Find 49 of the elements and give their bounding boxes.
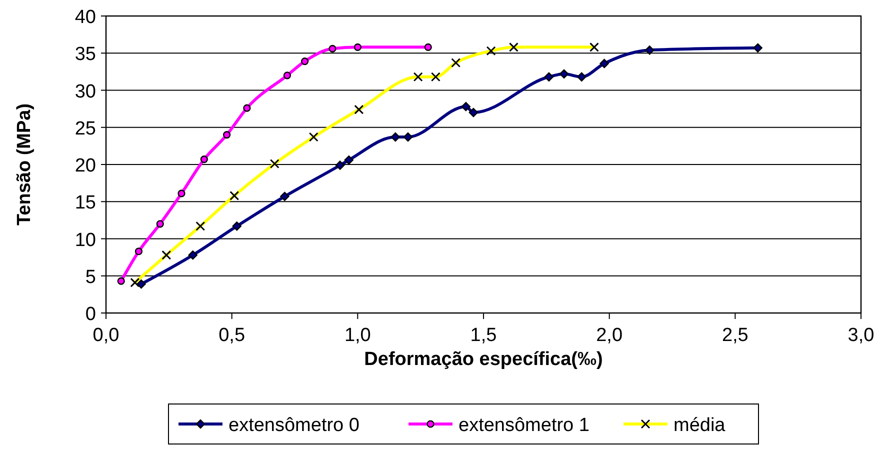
point [134, 248, 143, 256]
point [645, 46, 654, 55]
point [283, 72, 291, 80]
legend-label: extensômetro 1 [458, 415, 590, 436]
legend-label: extensômetro 0 [228, 415, 360, 436]
x-tick-label: 2,0 [596, 325, 623, 346]
point [328, 44, 336, 52]
point [468, 108, 478, 118]
point [200, 156, 208, 164]
point [577, 72, 586, 82]
y-axis-title: Tensão (MPa) [14, 103, 35, 226]
point [335, 160, 345, 170]
y-tick-label: 30 [74, 81, 96, 102]
y-tick-label: 35 [74, 44, 96, 66]
point [753, 43, 762, 53]
point [243, 104, 251, 112]
point [600, 58, 609, 68]
point [156, 220, 164, 228]
point [403, 132, 413, 142]
x-tick-label: 1,5 [470, 325, 497, 346]
point [232, 222, 242, 231]
legend-label: média [674, 415, 726, 436]
point [188, 250, 198, 260]
point [117, 277, 125, 285]
x-tick-label: 3,0 [848, 325, 874, 346]
x-tick-label: 1,0 [344, 325, 371, 346]
point [390, 132, 400, 142]
point [344, 155, 354, 165]
point [301, 57, 309, 66]
point [424, 43, 432, 51]
x-tick-label: 0,0 [92, 325, 120, 346]
x-tick-label: 2,5 [722, 325, 748, 346]
point [223, 131, 231, 139]
y-tick-label: 25 [74, 118, 96, 140]
x-axis-title: Deformação específica(‰) [364, 349, 603, 370]
x-tick-label: 0,5 [218, 325, 246, 346]
point [354, 43, 362, 51]
point [136, 279, 146, 289]
point [461, 102, 470, 112]
y-tick-label: 40 [74, 7, 96, 28]
y-tick-label: 5 [85, 266, 96, 288]
point [544, 72, 554, 82]
point [280, 192, 290, 202]
y-tick-label: 10 [74, 230, 96, 251]
point [178, 190, 186, 198]
y-tick-label: 20 [74, 156, 96, 176]
point [559, 69, 569, 79]
y-tick-label: 0 [85, 304, 96, 325]
y-tick-label: 15 [74, 192, 96, 214]
